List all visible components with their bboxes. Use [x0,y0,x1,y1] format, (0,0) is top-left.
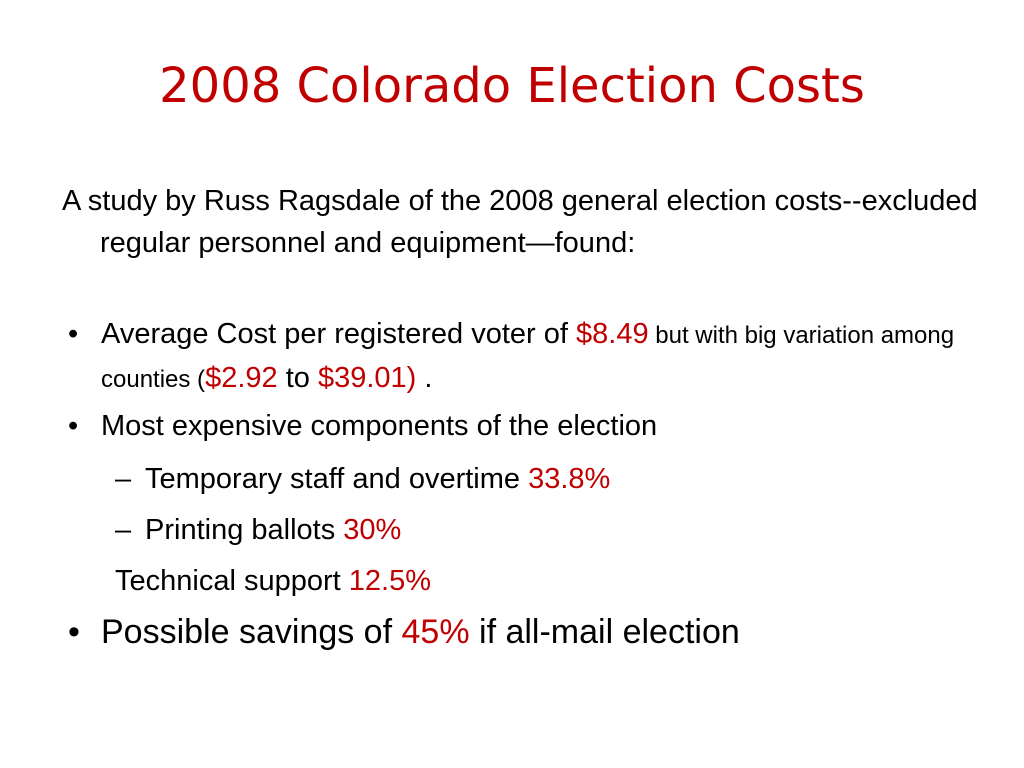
highlight: $2.92 [205,362,278,394]
highlight: 30% [343,514,402,546]
text: to [277,362,318,394]
text: Possible savings of [101,613,402,651]
highlight: 33.8% [528,463,611,495]
highlight: 45% [401,613,470,651]
bullet: Possible savings of 45% if all-mail elec… [62,611,981,653]
highlight: $39.01) [317,362,417,394]
bullet: Average Cost per registered voter of $8.… [62,313,981,401]
text: Printing ballots [145,514,344,546]
text: Most expensive components of the electio… [101,410,658,442]
sub-bullet: Temporary staff and overtime 33.8% [115,458,965,500]
bullet: Most expensive components of the electio… [62,405,981,447]
text: if all-mail election [469,613,740,651]
text: Average Cost per registered voter of [101,318,576,350]
highlight: 12.5% [348,565,431,597]
text: Technical support [115,565,349,597]
highlight: $8.49 [576,318,649,350]
text: Temporary staff and overtime [145,463,529,495]
sub-bullet: Printing ballots 30% [115,509,965,551]
slide-title: 2008 Colorado Election Costs [159,58,865,114]
sub-bullet: Technical support 12.5% [115,560,935,602]
intro-text: A study by Russ Ragsdale of the 2008 gen… [62,185,978,259]
text: . [416,362,433,394]
text: but with big variation among counties ( [101,322,955,393]
